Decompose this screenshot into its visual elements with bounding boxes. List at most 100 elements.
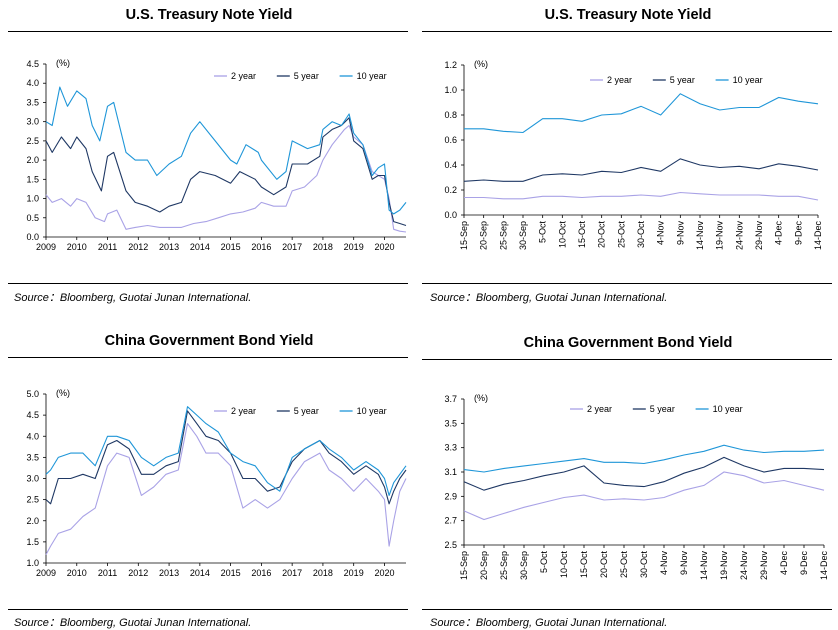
x-tick-label: 2013	[159, 242, 179, 252]
footnote-divider	[8, 609, 408, 610]
series-line-2-year	[463, 471, 825, 521]
y-tick-label: 0.0	[444, 210, 457, 220]
legend-label: 2 year	[231, 406, 256, 416]
x-tick-label: 2012	[128, 242, 148, 252]
x-tick-label: 19-Nov	[715, 221, 725, 251]
x-tick-label: 2019	[344, 568, 364, 578]
x-tick-label: 9-Nov	[679, 551, 689, 576]
chart-title: U.S. Treasury Note Yield	[125, 7, 293, 23]
line-chart-us-long: 0.0 0.5 1.0 1.5 2.0 2.5 3.0 3.5 4.0 4.5 (%) 2009 201…	[26, 58, 407, 252]
y-tick-label: 5.0	[26, 389, 39, 399]
source-note: Source：Bloomberg, Guotai Junan Internati…	[14, 292, 252, 304]
x-tick-label: 24-Nov	[734, 221, 744, 251]
source-note: Source：Bloomberg, Guotai Junan Internati…	[430, 617, 668, 629]
series-line-10-year	[45, 86, 407, 215]
series-line-2-year	[45, 423, 407, 555]
legend-label: 5 year	[650, 404, 675, 414]
x-tick-label: 10-Oct	[559, 551, 569, 579]
source-note: Source：Bloomberg, Guotai Junan Internati…	[14, 617, 252, 629]
x-tick-label: 19-Nov	[719, 551, 729, 581]
y-tick-label: 1.0	[444, 85, 457, 95]
line-chart-cn-long: 1.0 1.5 2.0 2.5 3.0 3.5 4.0 4.5 5.0 (%) 2009 2010 20…	[26, 388, 407, 578]
x-tick-label: 2020	[374, 568, 394, 578]
x-tick-label: 2017	[282, 242, 302, 252]
y-tick-label: 0.6	[444, 135, 457, 145]
x-tick-label: 2011	[98, 568, 117, 578]
x-tick-label: 2009	[36, 568, 56, 578]
x-tick-label: 2010	[67, 568, 87, 578]
x-tick-label: 20-Oct	[599, 551, 609, 579]
y-tick-label: 4.5	[26, 59, 39, 69]
x-tick-label: 25-Sep	[499, 551, 509, 580]
y-tick-label: 0.4	[444, 160, 457, 170]
series-line-2-year	[45, 124, 407, 233]
y-tick-label: 4.0	[26, 431, 39, 441]
x-tick-label: 2015	[221, 568, 241, 578]
y-tick-label: 0.0	[26, 232, 39, 242]
y-tick-label: 1.0	[26, 194, 39, 204]
y-tick-label: 4.0	[26, 78, 39, 88]
x-tick-label: 2010	[67, 242, 87, 252]
y-tick-label: 1.0	[26, 558, 39, 568]
legend-label: 5 year	[294, 406, 319, 416]
y-tick-label: 3.0	[26, 117, 39, 127]
chart-panel-us-recent: U.S. Treasury Note Yield 0.0 0.2 0.4 0.6 0.8…	[418, 0, 838, 315]
legend-label: 10 year	[357, 71, 387, 81]
x-tick-label: 20-Oct	[597, 221, 607, 249]
x-tick-label: 2015	[221, 242, 241, 252]
x-tick-label: 2020	[374, 242, 394, 252]
chart-title: China Government Bond Yield	[523, 335, 733, 351]
series-line-2-year	[464, 191, 819, 201]
series-line-10-year	[463, 444, 825, 473]
x-tick-label: 29-Nov	[759, 551, 769, 581]
y-tick-label: 2.0	[26, 516, 39, 526]
x-tick-label: 2014	[190, 242, 210, 252]
chart-title: China Government Bond Yield	[104, 333, 314, 349]
x-tick-label: 2016	[251, 242, 271, 252]
y-tick-label: 3.5	[26, 97, 39, 107]
x-tick-label: 2011	[98, 242, 117, 252]
y-tick-label: 3.0	[26, 474, 39, 484]
legend-label: 10 year	[713, 404, 743, 414]
legend-label: 5 year	[294, 71, 319, 81]
x-tick-label: 25-Oct	[619, 551, 629, 579]
legend-label: 5 year	[670, 75, 695, 85]
y-tick-label: 2.5	[26, 495, 39, 505]
x-tick-label: 10-Oct	[557, 221, 567, 249]
y-tick-label: 1.5	[26, 174, 39, 184]
x-tick-label: 2009	[36, 242, 56, 252]
footnote-divider	[422, 609, 832, 610]
y-unit-label: (%)	[56, 58, 70, 68]
x-tick-label: 2013	[159, 568, 179, 578]
x-tick-label: 2014	[190, 568, 210, 578]
x-tick-label: 4-Nov	[659, 551, 669, 576]
x-tick-label: 4-Dec	[774, 221, 784, 246]
y-tick-label: 0.8	[444, 110, 457, 120]
title-divider	[422, 359, 832, 360]
x-tick-label: 20-Sep	[479, 551, 489, 580]
legend-label: 2 year	[587, 404, 612, 414]
title-divider	[8, 357, 408, 358]
x-tick-label: 9-Dec	[799, 551, 809, 576]
legend-label: 2 year	[231, 71, 256, 81]
x-tick-label: 2016	[251, 568, 271, 578]
y-tick-label: 1.2	[444, 60, 457, 70]
x-tick-label: 25-Oct	[616, 221, 626, 249]
footnote-divider	[8, 283, 408, 284]
x-tick-label: 24-Nov	[739, 551, 749, 581]
x-tick-label: 30-Oct	[639, 551, 649, 579]
x-tick-label: 5-Oct	[539, 551, 549, 574]
x-tick-label: 15-Sep	[459, 551, 469, 580]
x-tick-label: 15-Oct	[577, 221, 587, 249]
line-chart-us-recent: 0.0 0.2 0.4 0.6 0.8 1.0 1.2 (%) 15-Sep 20-Sep 25-S…	[444, 59, 823, 251]
x-tick-label: 2017	[282, 568, 302, 578]
x-tick-label: 30-Oct	[636, 221, 646, 249]
x-tick-label: 2018	[313, 568, 333, 578]
chart-panel-cn-long: China Government Bond Yield 1.0 1.5 2.0 2.5…	[0, 315, 418, 630]
y-tick-label: 4.5	[26, 410, 39, 420]
line-chart-cn-recent: 2.5 2.7 2.9 3.1 3.3 3.5 3.7 (%) 15-Sep 20-Sep 25-S…	[444, 393, 829, 581]
y-tick-label: 2.5	[26, 136, 39, 146]
legend-label: 10 year	[357, 406, 387, 416]
x-tick-label: 14-Dec	[813, 221, 823, 251]
x-tick-label: 29-Nov	[754, 221, 764, 251]
